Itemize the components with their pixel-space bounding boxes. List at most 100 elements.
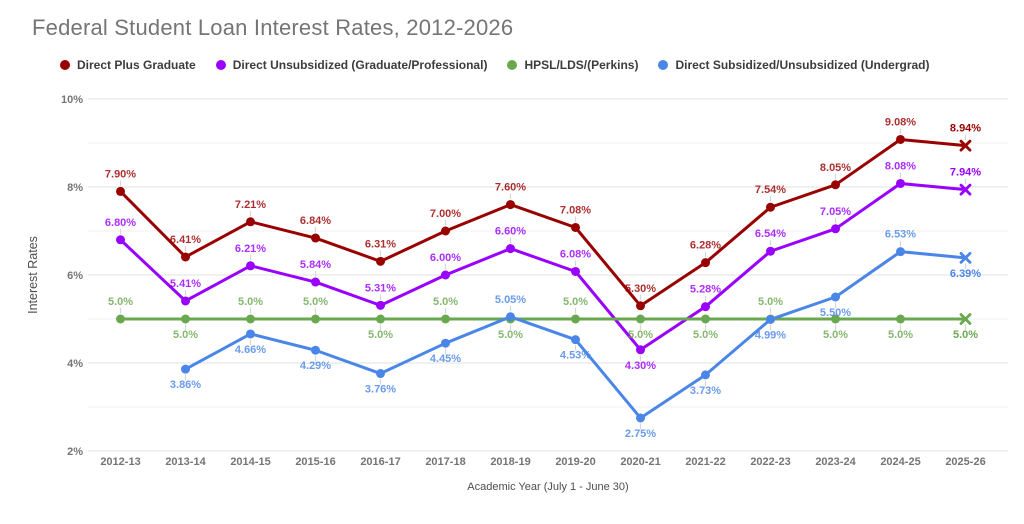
legend-series-label: Direct Subsidized/Unsubsidized (Undergra… xyxy=(675,58,930,72)
point-marker-icon xyxy=(181,252,190,262)
data-label: 5.30% xyxy=(625,283,656,295)
point-marker-icon xyxy=(571,314,580,324)
legend-series-dot-icon xyxy=(658,60,669,70)
data-label: 5.0% xyxy=(173,329,198,341)
legend-series-dot-icon xyxy=(507,60,518,70)
point-marker-icon xyxy=(181,314,190,324)
data-label: 6.31% xyxy=(365,238,396,250)
legend-series-label: Direct Plus Graduate xyxy=(77,58,196,72)
series-line-direct-subsidized-unsubsidized-undergrad xyxy=(184,250,967,420)
point-marker-icon xyxy=(376,300,385,310)
point-marker-icon xyxy=(701,370,710,380)
point-marker-icon xyxy=(376,314,385,324)
data-label: 3.73% xyxy=(690,385,721,397)
legend-item: HPSL/LDS/(Perkins) xyxy=(507,58,638,72)
point-marker-icon xyxy=(571,222,580,232)
point-marker-icon xyxy=(181,364,190,374)
x-axis-tick-label: 2019-20 xyxy=(555,456,595,468)
point-marker-icon xyxy=(831,314,840,324)
point-marker-icon xyxy=(116,314,125,324)
data-label: 4.29% xyxy=(300,360,331,372)
x-axis-tick-label: 2024-25 xyxy=(880,456,920,468)
point-marker-icon xyxy=(311,277,320,287)
data-label: 5.0% xyxy=(238,296,263,308)
point-marker-icon xyxy=(831,224,840,234)
data-label: 6.60% xyxy=(495,226,526,238)
data-label: 4.45% xyxy=(430,353,461,365)
legend-series-dot-icon xyxy=(215,60,226,70)
x-axis-tick-label: 2022-23 xyxy=(750,456,790,468)
x-cross-marker-icon xyxy=(959,183,972,196)
legend-series-dot-icon xyxy=(60,60,70,70)
point-marker-icon xyxy=(571,266,580,276)
point-marker-icon xyxy=(636,345,645,355)
data-label: 7.54% xyxy=(755,184,786,196)
point-marker-icon xyxy=(506,200,515,210)
data-label: 3.76% xyxy=(365,384,396,396)
series-line-direct-unsubsidized-graduate-professional xyxy=(119,181,967,352)
legend-item: Direct Subsidized/Unsubsidized (Undergra… xyxy=(658,58,930,72)
x-cross-marker-icon xyxy=(959,251,972,264)
point-marker-icon xyxy=(246,217,255,227)
point-marker-icon xyxy=(116,186,125,196)
point-marker-icon xyxy=(896,134,905,144)
point-marker-icon xyxy=(441,270,450,280)
data-label: 9.08% xyxy=(885,116,916,128)
data-label: 6.41% xyxy=(170,234,201,246)
point-marker-icon xyxy=(636,301,645,311)
data-label: 6.28% xyxy=(690,240,721,252)
data-label: 7.60% xyxy=(495,182,526,194)
x-axis-tick-label: 2015-16 xyxy=(295,456,335,468)
point-marker-icon xyxy=(506,312,515,322)
x-axis-tick-label: 2025-26 xyxy=(945,456,985,468)
data-label: 5.05% xyxy=(495,294,526,306)
legend-series-label: Direct Unsubsidized (Graduate/Profession… xyxy=(232,58,488,72)
data-label: 4.53% xyxy=(560,350,591,362)
series-line-direct-plus-graduate xyxy=(119,137,967,308)
legend-series-label: HPSL/LDS/(Perkins) xyxy=(524,58,639,72)
point-marker-icon xyxy=(116,235,125,245)
data-label: 6.08% xyxy=(560,248,591,260)
x-cross-marker-icon xyxy=(959,313,972,325)
y-axis-tick-label: 4% xyxy=(67,358,83,370)
legend-item: Direct Unsubsidized (Graduate/Profession… xyxy=(215,58,488,72)
data-label: 2.75% xyxy=(625,428,656,440)
data-label: 5.0% xyxy=(758,296,783,308)
point-marker-icon xyxy=(246,261,255,271)
point-marker-icon xyxy=(896,314,905,324)
data-label: 5.0% xyxy=(693,329,718,341)
x-axis-tick-label: 2020-21 xyxy=(620,456,660,468)
point-marker-icon xyxy=(766,314,775,324)
data-label: 5.84% xyxy=(300,259,331,271)
x-axis-title: Academic Year (July 1 - June 30) xyxy=(467,481,628,493)
point-marker-icon xyxy=(506,244,515,254)
data-label: 5.0% xyxy=(953,329,978,341)
point-marker-icon xyxy=(701,302,710,312)
point-marker-icon xyxy=(246,314,255,324)
data-label: 8.08% xyxy=(885,160,916,172)
point-marker-icon xyxy=(441,314,450,324)
data-label: 7.05% xyxy=(820,206,851,218)
point-marker-icon xyxy=(441,338,450,348)
point-marker-icon xyxy=(181,296,190,306)
data-label: 4.99% xyxy=(755,329,786,341)
point-marker-icon xyxy=(701,314,710,324)
point-marker-icon xyxy=(376,369,385,379)
data-label: 4.66% xyxy=(235,344,266,356)
data-label: 3.86% xyxy=(170,379,201,391)
data-label: 5.0% xyxy=(368,329,393,341)
x-axis-tick-label: 2021-22 xyxy=(685,456,725,468)
data-label: 5.0% xyxy=(303,296,328,308)
y-axis-tick-label: 6% xyxy=(67,270,83,282)
point-marker-icon xyxy=(896,247,905,257)
data-label: 5.50% xyxy=(820,307,851,319)
y-axis-tick-label: 10% xyxy=(61,94,83,106)
data-label: 6.39% xyxy=(950,268,981,280)
point-marker-icon xyxy=(636,314,645,324)
point-marker-icon xyxy=(831,180,840,190)
y-axis-tick-label: 8% xyxy=(67,182,83,194)
point-marker-icon xyxy=(896,178,905,188)
x-axis-tick-label: 2018-19 xyxy=(490,456,530,468)
data-label: 5.31% xyxy=(365,282,396,294)
